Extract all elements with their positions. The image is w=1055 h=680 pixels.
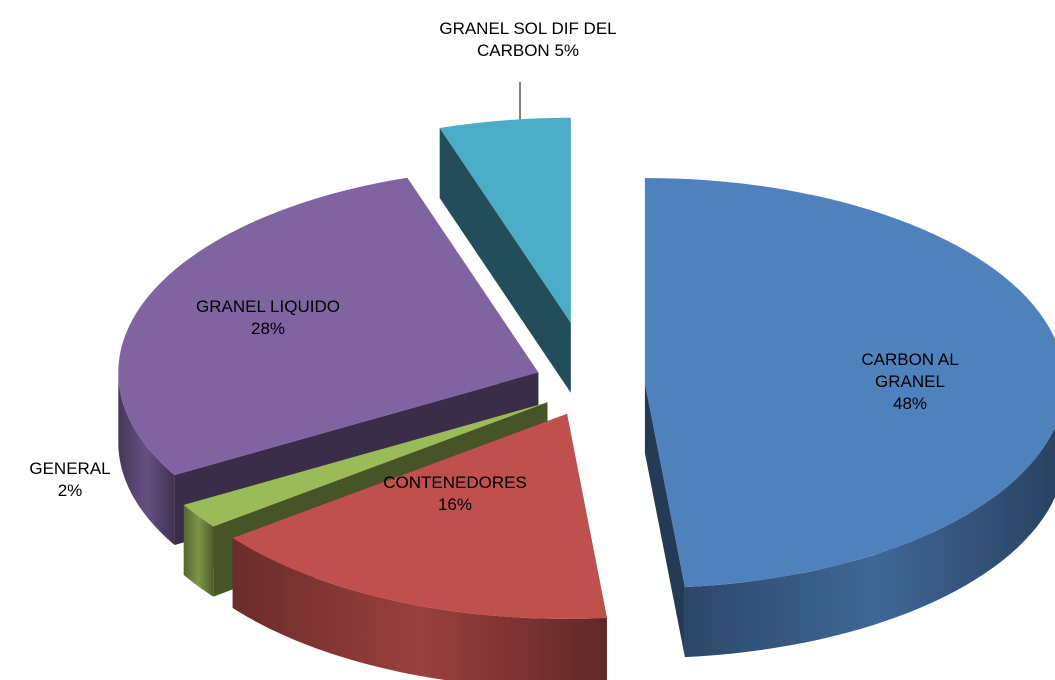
slice-side [439,128,571,393]
slice [439,117,571,393]
slice-wall [232,538,607,680]
value-label: 16% [437,495,473,514]
value-label: 48% [892,394,928,413]
slice-top [183,402,548,527]
data-label: CARBON AL GRANEL 48% [838,349,983,415]
slice-wall [118,372,175,545]
value-label: 28% [250,319,286,338]
category-label: GRANEL LIQUIDO [196,297,340,316]
slice [644,178,1055,658]
slice-top [644,178,1055,588]
slice-side [644,383,685,658]
data-label: GRANEL SOL DIF DEL CARBON 5% [403,18,653,62]
slice [232,413,607,680]
category-label: CONTENEDORES [383,473,527,492]
category-label: CARBON AL GRANEL [861,350,959,391]
category-label: GRANEL SOL DIF DEL CARBON [439,19,617,60]
data-label: GENERAL 2% [29,458,110,502]
slice-top [439,117,571,323]
value-label: 5% [554,41,580,60]
slice-top [118,177,539,475]
slice-wall [183,504,214,597]
value-label: 2% [57,481,83,500]
slice-wall [684,427,1055,658]
data-label: GRANEL LIQUIDO 28% [196,296,340,340]
category-label: GENERAL [29,459,111,478]
slice-top [232,413,607,619]
data-label: CONTENEDORES 16% [383,472,527,516]
